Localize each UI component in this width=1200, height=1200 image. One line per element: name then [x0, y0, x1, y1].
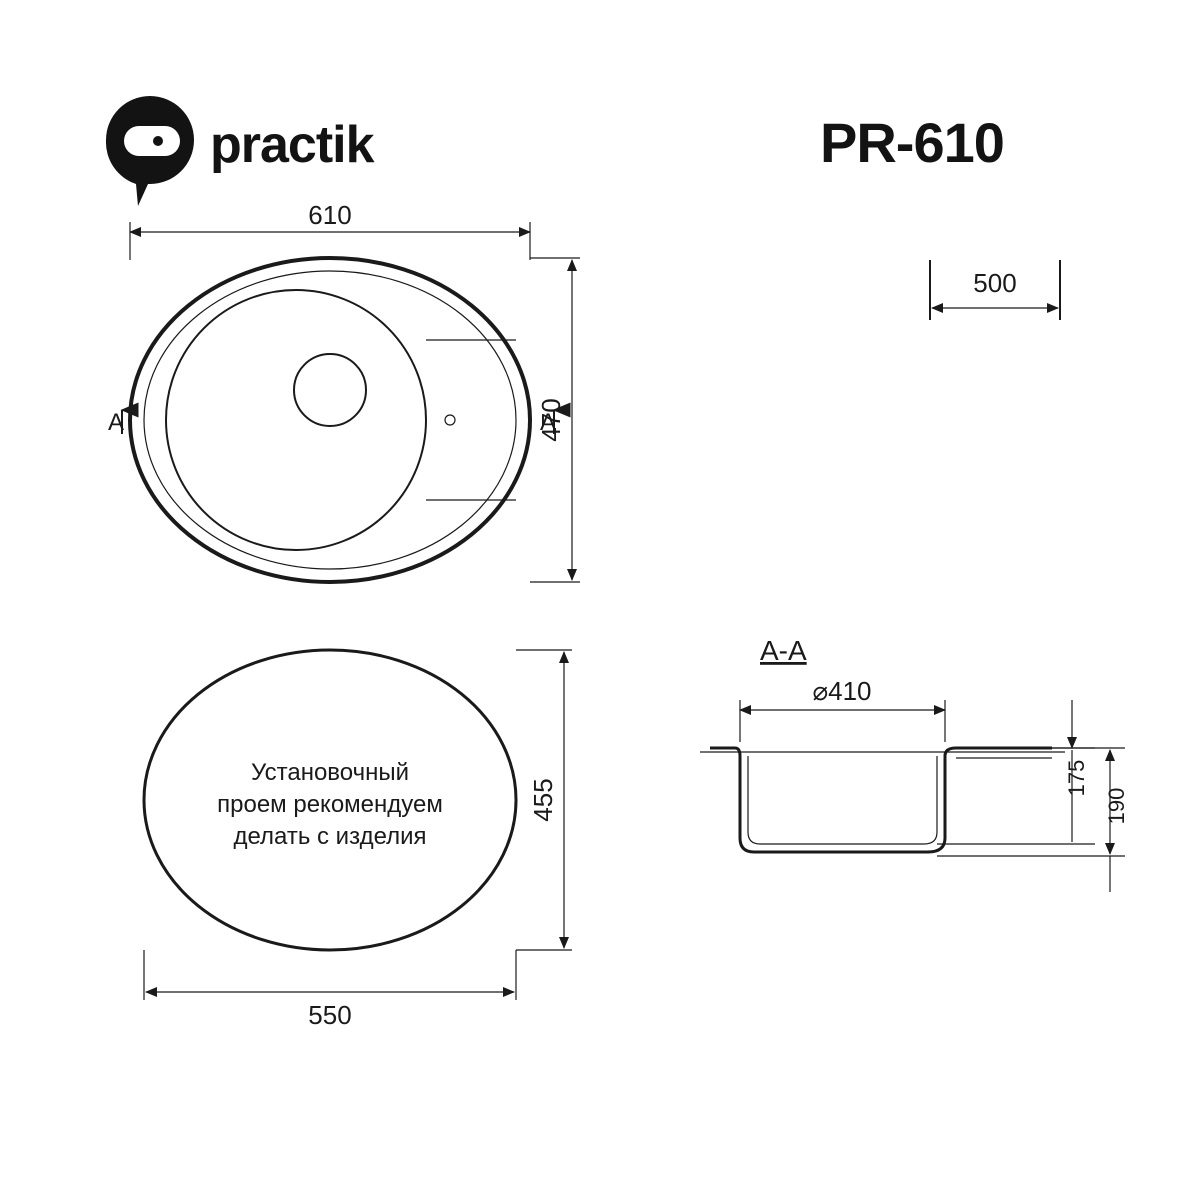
- svg-text:610: 610: [308, 200, 351, 230]
- model-number: PR-610: [820, 111, 1004, 174]
- brand-name: practik: [210, 116, 375, 174]
- cutout-view: Установочный проем рекомендуем делать с …: [144, 650, 572, 1030]
- svg-text:⌀410: ⌀410: [812, 676, 871, 706]
- section-view: А-А ⌀410 175 190: [700, 635, 1129, 892]
- svg-text:175: 175: [1064, 760, 1089, 797]
- cabinet-width-dimension: 500: [930, 260, 1060, 320]
- svg-text:проем рекомендуем: проем рекомендуем: [217, 791, 443, 818]
- section-label: А-А: [760, 635, 807, 666]
- svg-text:455: 455: [528, 778, 558, 821]
- top-view: 610 470 А А: [108, 200, 580, 582]
- svg-text:550: 550: [308, 1000, 351, 1030]
- brand-logo: practik: [106, 96, 375, 206]
- section-marker-right: А: [540, 409, 556, 436]
- svg-text:500: 500: [973, 268, 1016, 298]
- svg-text:190: 190: [1104, 788, 1129, 825]
- section-marker-left: А: [108, 409, 124, 436]
- svg-text:делать с изделия: делать с изделия: [233, 823, 426, 850]
- svg-text:Установочный: Установочный: [251, 759, 409, 786]
- technical-drawing: practik PR-610 500 610 470 А А Установоч…: [0, 0, 1200, 1200]
